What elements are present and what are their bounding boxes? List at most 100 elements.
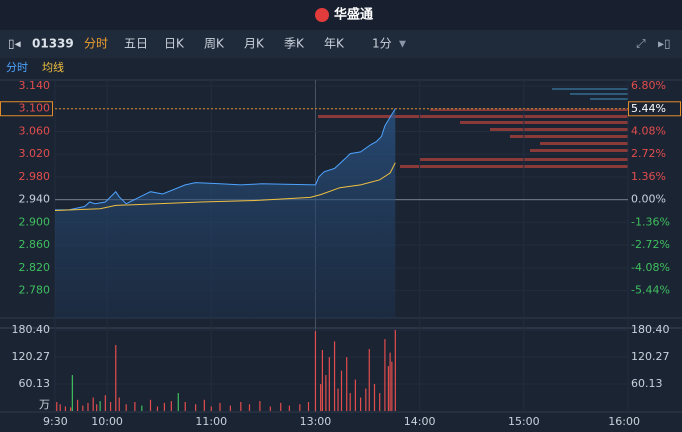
volume-bar: [354, 379, 356, 411]
x-tick-label: 15:00: [508, 415, 540, 428]
interval[interactable]: 1分: [372, 37, 392, 51]
volume-bar: [184, 402, 186, 411]
vol-tick-label: 180.40: [631, 323, 670, 336]
volume-bar: [346, 357, 348, 411]
dropdown-arrow[interactable]: ▼: [399, 40, 406, 50]
y2-tick-label: 4.08%: [631, 125, 666, 138]
tab[interactable]: 分时: [84, 37, 108, 51]
toolbar: [0, 30, 682, 58]
fullscreen-icon[interactable]: ⤢: [635, 37, 646, 51]
volume-bar: [229, 405, 231, 411]
volume-bar: [92, 397, 94, 411]
volume-bar: [125, 404, 127, 411]
vol-tick-label: 120.27: [631, 350, 670, 363]
legend-entry: 分时: [6, 61, 28, 74]
volume-bar: [109, 402, 112, 411]
y-tick-label: 3.020: [19, 147, 51, 160]
panel-icon[interactable]: ▯◂: [8, 37, 21, 51]
volume-bar: [299, 404, 301, 411]
volume-bar: [219, 402, 221, 411]
tab[interactable]: 周K: [204, 37, 225, 51]
x-tick-label: 11:00: [195, 415, 227, 428]
y-tick-label: 3.060: [19, 124, 51, 137]
stock-code: 01339: [32, 37, 74, 51]
x-tick-label: 16:00: [608, 415, 640, 428]
vol-tick-label: 180.40: [12, 323, 51, 336]
y2-tick-label: -4.08%: [631, 261, 670, 274]
x-tick-label: 14:00: [404, 415, 436, 428]
collapse-icon[interactable]: ▸▯: [658, 37, 671, 51]
volume-bar: [248, 404, 251, 411]
volume-bar: [379, 393, 381, 411]
volume-bar: [325, 375, 327, 411]
volume-bar: [259, 401, 261, 411]
app-name: 华盛通: [334, 7, 373, 23]
volume-bar: [384, 339, 386, 411]
tab[interactable]: 月K: [244, 37, 265, 51]
title-bar: [0, 0, 682, 30]
volume-bar: [87, 402, 89, 411]
volume-bar: [134, 402, 136, 411]
tab[interactable]: 年K: [324, 37, 345, 51]
volume-bar: [280, 402, 282, 411]
volume-bar: [314, 331, 317, 411]
y-tick-label: 3.140: [19, 79, 51, 92]
volume-bar: [373, 384, 376, 411]
volume-bar: [365, 388, 367, 411]
price-area: [55, 108, 396, 318]
volume-bar: [141, 405, 143, 411]
volume-bar: [76, 399, 79, 411]
y-tick-label: 2.860: [19, 238, 51, 251]
series-line: [55, 108, 396, 211]
y2-tick-label: 1.36%: [631, 170, 666, 183]
volume-bar: [349, 393, 351, 411]
volume-bar: [177, 393, 179, 411]
tab[interactable]: 季K: [284, 37, 305, 51]
legend-entry: 均线: [42, 60, 64, 74]
volume-bar: [64, 406, 67, 411]
volume-bar: [320, 384, 322, 411]
volume-bar: [195, 404, 197, 411]
y-tick-label: 2.820: [19, 261, 51, 274]
volume-bar: [156, 406, 159, 411]
logo: [315, 8, 329, 22]
x-tick-label: 10:00: [91, 415, 123, 428]
y2-tick-label: -2.72%: [631, 238, 670, 251]
volume-bar: [59, 404, 61, 411]
x-tick-label: 13:00: [300, 415, 332, 428]
volume-bar: [56, 402, 58, 411]
y2-tick-label: 5.44%: [631, 102, 666, 115]
volume-bar: [328, 357, 330, 411]
volume-bar: [321, 349, 323, 411]
volume-bar: [337, 388, 339, 411]
series-line: [54, 162, 396, 211]
volume-bar: [360, 397, 362, 411]
volume-bar: [71, 375, 73, 411]
y-tick-label: 2.980: [19, 170, 51, 183]
volume-bar: [99, 401, 101, 411]
vol-unit: 万: [39, 398, 50, 411]
y2-tick-label: -1.36%: [631, 215, 670, 228]
volume-bar: [368, 349, 370, 411]
volume-bar: [115, 344, 117, 411]
volume-bar: [340, 370, 343, 411]
y2-tick-label: 6.80%: [631, 79, 666, 92]
volume-bar: [389, 352, 391, 411]
volume-bar: [394, 330, 396, 411]
y-tick-label: 2.900: [19, 215, 51, 228]
x-tick-label: 9:30: [43, 415, 68, 428]
y2-tick-label: -5.44%: [631, 284, 670, 297]
volume-bar: [387, 366, 389, 411]
y-tick-label: 2.780: [19, 284, 51, 297]
volume-bar: [391, 361, 393, 411]
tab[interactable]: 日K: [164, 37, 185, 51]
volume-bar: [288, 405, 291, 411]
volume-bar: [104, 395, 106, 411]
volume-bar: [307, 402, 310, 411]
volume-bar: [118, 397, 120, 411]
volume-bar: [269, 406, 271, 411]
y2-tick-label: 2.72%: [631, 147, 666, 160]
y-tick-label: 2.940: [19, 193, 51, 206]
tab[interactable]: 五日: [124, 37, 148, 51]
